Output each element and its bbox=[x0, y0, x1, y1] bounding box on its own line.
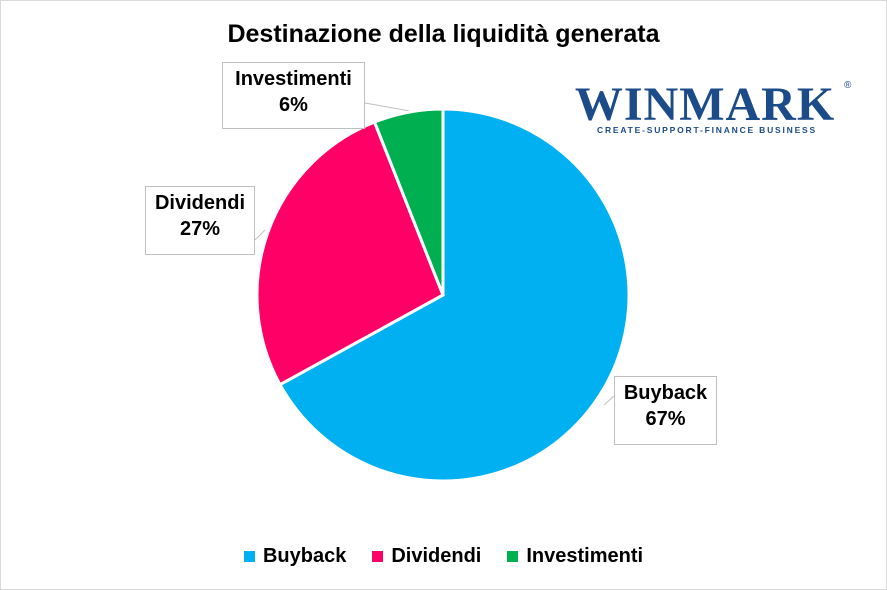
winmark-logo: WINMARK ® CREATE-SUPPORT-FINANCE BUSINES… bbox=[562, 80, 852, 140]
legend-label: Dividendi bbox=[391, 544, 482, 567]
pie-slices bbox=[255, 107, 631, 483]
legend-swatch bbox=[507, 550, 519, 562]
legend-label: Investimenti bbox=[526, 544, 644, 567]
data-label-name: Investimenti bbox=[235, 68, 352, 90]
leader-line-dividendi bbox=[254, 229, 266, 241]
pie-slice-investimenti bbox=[372, 107, 445, 296]
legend-item-dividendi: Dividendi bbox=[372, 545, 481, 568]
data-label-value: 27% bbox=[179, 218, 221, 240]
chart-title: Destinazione della liquidità generata bbox=[227, 20, 660, 48]
data-label-investimenti: Investimenti 6% bbox=[222, 62, 365, 129]
legend: Buyback Dividendi Investimenti bbox=[0, 541, 887, 571]
data-label-value: 67% bbox=[645, 408, 686, 430]
data-label-name: Buyback bbox=[623, 382, 708, 404]
pie-slice-buyback bbox=[277, 107, 631, 483]
leader-line-investimenti bbox=[364, 102, 411, 112]
logo-tagline: CREATE-SUPPORT-FINANCE BUSINESS bbox=[597, 125, 817, 135]
data-label-name: Dividendi bbox=[154, 192, 245, 214]
legend-label: Buyback bbox=[262, 544, 347, 567]
data-label-dividendi: Dividendi 27% bbox=[145, 186, 255, 255]
pie-slice-dividendi bbox=[255, 120, 445, 387]
registered-mark: ® bbox=[844, 80, 852, 91]
legend-swatch bbox=[243, 550, 255, 562]
legend-swatch bbox=[372, 550, 384, 562]
leader-lines bbox=[254, 102, 615, 406]
leader-line-buyback bbox=[603, 395, 615, 406]
legend-item-investimenti: Investimenti bbox=[507, 545, 643, 568]
data-label-value: 6% bbox=[279, 94, 308, 116]
legend-item-buyback: Buyback bbox=[243, 544, 347, 568]
data-label-buyback: Buyback 67% bbox=[614, 376, 717, 445]
logo-wordmark: WINMARK bbox=[574, 78, 836, 131]
